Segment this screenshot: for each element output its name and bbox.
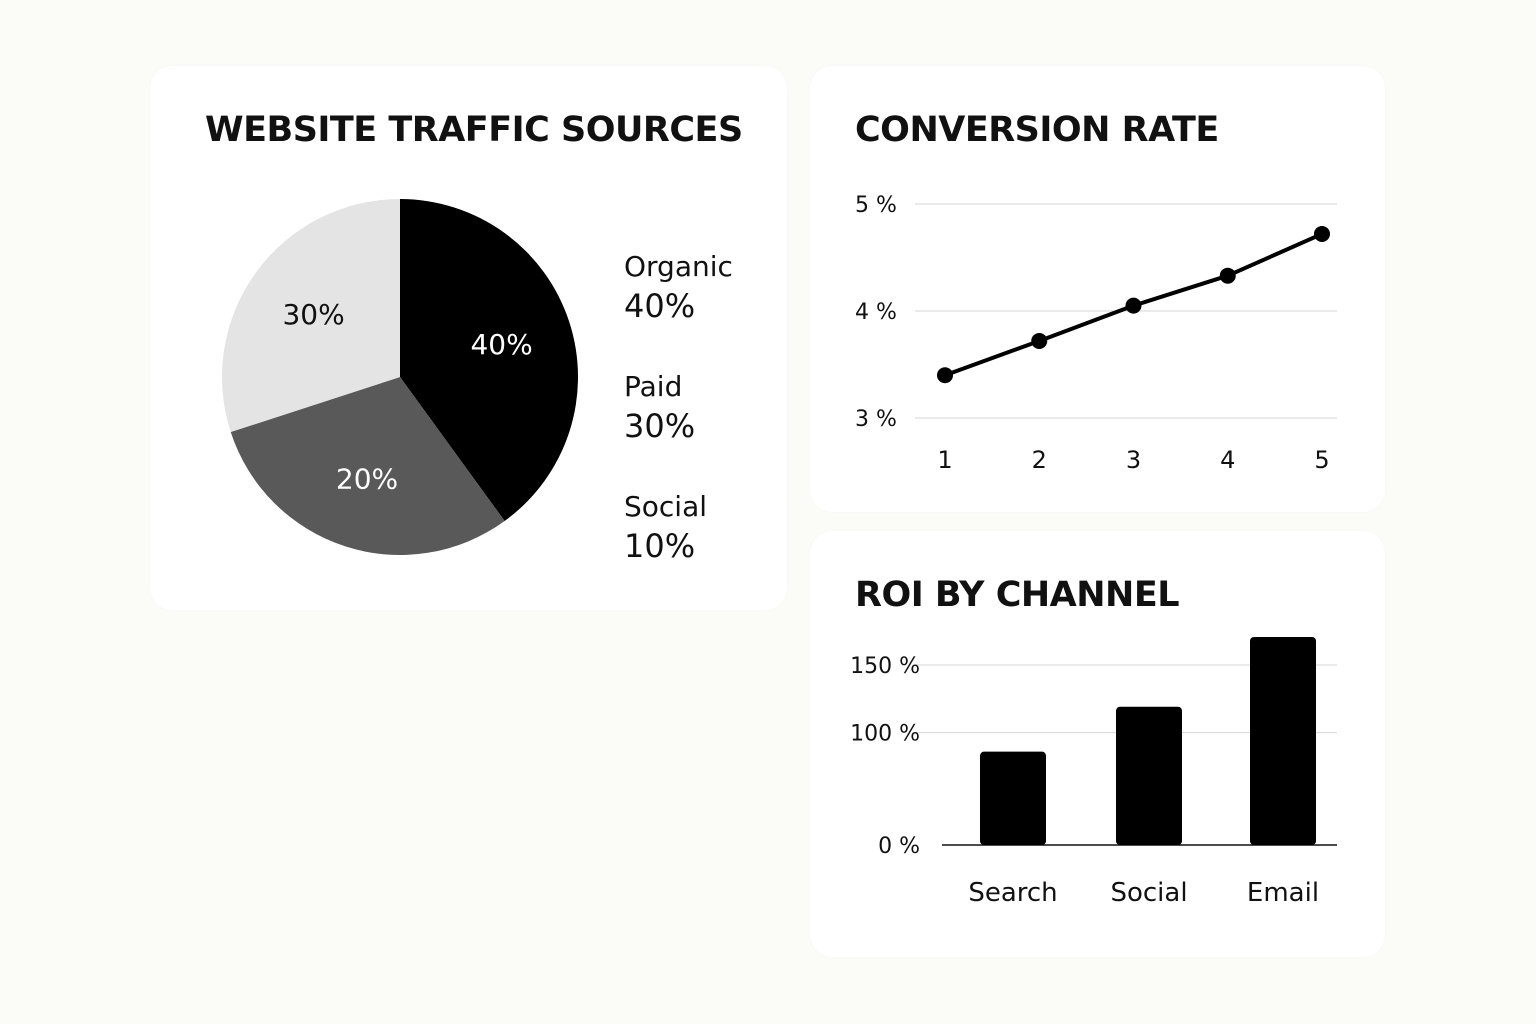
- conversion-rate-title: CONVERSION RATE: [855, 110, 1219, 150]
- data-point: [937, 367, 953, 384]
- x-tick-label: 1: [937, 446, 952, 474]
- pie-slice: [221, 199, 400, 433]
- y-tick-label: 150 %: [850, 654, 920, 679]
- x-category-label: Social: [1110, 878, 1187, 908]
- data-point: [1125, 297, 1142, 314]
- traffic-pie-chart: 40% 20% 30%: [221, 199, 578, 555]
- pie-slice: [230, 377, 505, 555]
- legend-name: Organic: [624, 250, 733, 283]
- legend-value: 40%: [624, 287, 696, 325]
- legend-name: Social: [624, 490, 708, 523]
- data-point: [1219, 267, 1236, 284]
- x-tick-label: 5: [1314, 446, 1329, 474]
- bar: [1250, 637, 1316, 845]
- roi-card: ROI BY CHANNEL 150 % 100 % 0 % Search Social…: [810, 531, 1385, 957]
- conversion-rate-card: CONVERSION RATE 5 % 4 % 3 % 1 2 3 4 5: [810, 66, 1385, 512]
- legend-value: 30%: [624, 407, 696, 445]
- y-tick-label: 100 %: [850, 722, 920, 747]
- legend-value: 10%: [624, 527, 696, 565]
- pie-slice-label: 40%: [470, 328, 532, 361]
- roi-bar-chart: 150 % 100 % 0 % Search Social Email: [850, 637, 1337, 908]
- pie-slice: [400, 199, 578, 522]
- legend-item-paid: Paid 30%: [624, 368, 695, 446]
- data-point: [1314, 225, 1330, 242]
- x-tick-label: 2: [1032, 446, 1047, 474]
- x-tick-label: 4: [1220, 446, 1235, 474]
- pie-slice-label: 20%: [336, 463, 398, 496]
- conversion-line-chart: 5 % 4 % 3 % 1 2 3 4 5: [855, 193, 1337, 474]
- y-tick-label: 5 %: [855, 193, 897, 218]
- x-tick-label: 3: [1126, 446, 1141, 474]
- roi-title: ROI BY CHANNEL: [855, 575, 1180, 615]
- x-category-label: Email: [1247, 878, 1319, 908]
- data-point: [1031, 332, 1048, 349]
- bar: [980, 751, 1046, 845]
- y-tick-label: 0 %: [878, 834, 920, 859]
- legend-item-organic: Organic 40%: [624, 248, 733, 326]
- legend-name: Paid: [624, 370, 683, 403]
- x-category-label: Search: [968, 878, 1057, 908]
- y-tick-label: 3 %: [855, 407, 897, 432]
- bar: [1116, 706, 1182, 845]
- traffic-sources-card: WEBSITE TRAFFIC SOURCES 40% 20% 30% Organi…: [150, 66, 787, 610]
- traffic-sources-title: WEBSITE TRAFFIC SOURCES: [205, 110, 743, 150]
- y-tick-label: 4 %: [855, 300, 897, 325]
- pie-slice-label: 30%: [282, 298, 344, 331]
- legend-item-social: Social 10%: [624, 488, 707, 566]
